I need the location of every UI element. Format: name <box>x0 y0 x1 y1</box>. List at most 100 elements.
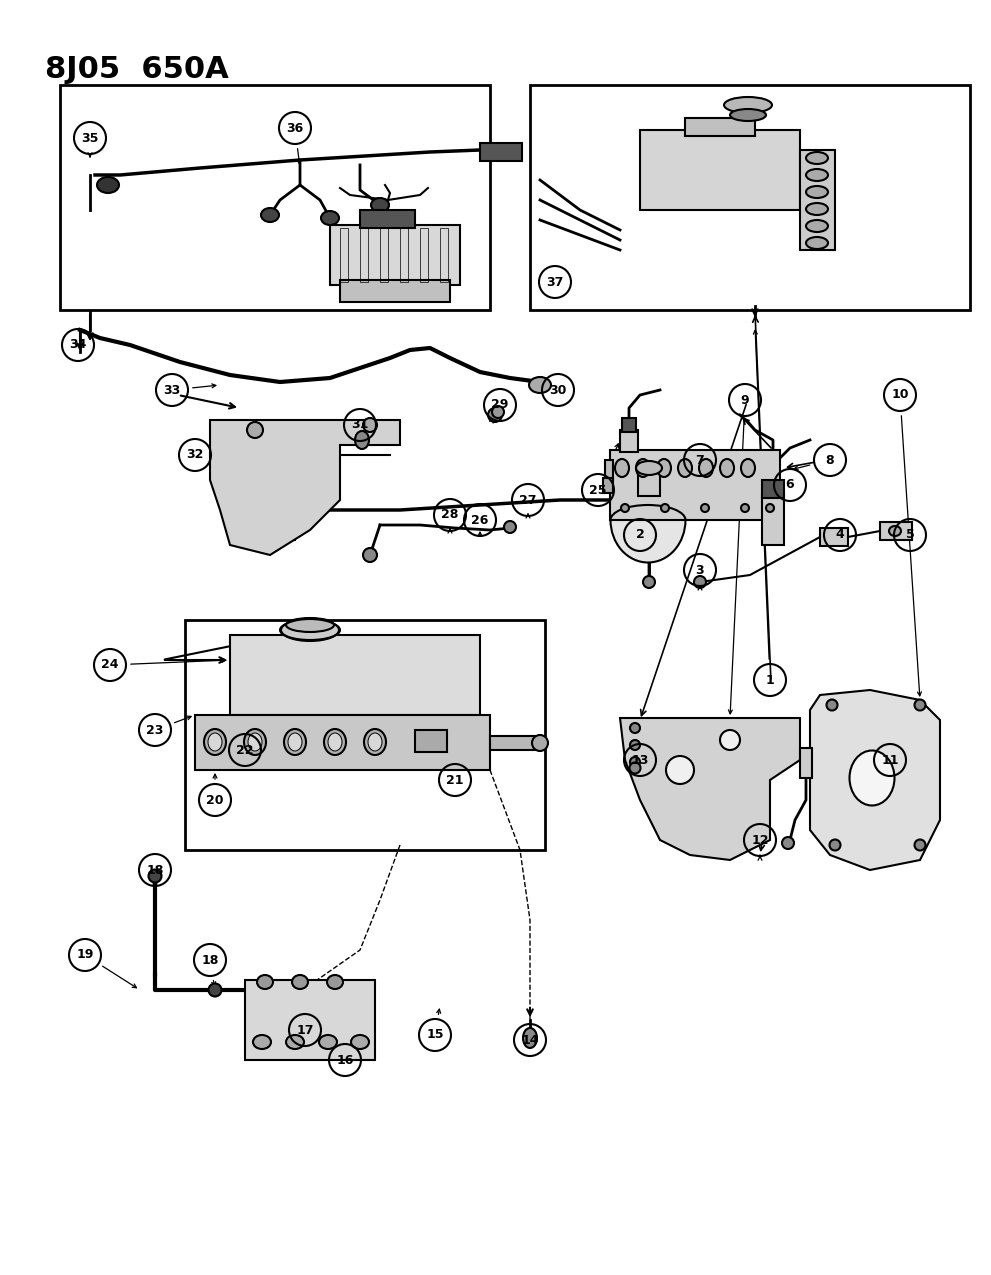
Bar <box>880 521 912 541</box>
Bar <box>638 468 660 496</box>
Ellipse shape <box>829 839 840 850</box>
Ellipse shape <box>363 418 377 432</box>
Bar <box>603 478 613 493</box>
Ellipse shape <box>284 729 306 755</box>
Ellipse shape <box>208 733 222 751</box>
Bar <box>762 495 784 544</box>
Bar <box>60 85 490 310</box>
Ellipse shape <box>636 459 650 477</box>
Text: 9: 9 <box>740 394 749 407</box>
Ellipse shape <box>766 504 774 513</box>
Bar <box>415 731 447 752</box>
Bar <box>340 280 450 302</box>
Text: 18: 18 <box>201 954 219 966</box>
Ellipse shape <box>286 1035 304 1049</box>
Ellipse shape <box>288 733 302 751</box>
Bar <box>622 418 636 432</box>
Bar <box>245 980 375 1060</box>
Bar <box>195 715 490 770</box>
Ellipse shape <box>97 177 119 193</box>
Ellipse shape <box>253 1035 271 1049</box>
Text: 20: 20 <box>206 793 224 807</box>
Ellipse shape <box>720 459 734 477</box>
Text: 22: 22 <box>236 743 254 756</box>
Text: 36: 36 <box>286 121 303 134</box>
Text: 34: 34 <box>69 338 86 352</box>
Text: 8J05  650A: 8J05 650A <box>45 55 229 84</box>
Text: 13: 13 <box>631 754 649 766</box>
Ellipse shape <box>915 700 926 710</box>
Bar <box>800 150 835 250</box>
Text: 5: 5 <box>906 529 915 542</box>
Bar <box>400 228 408 282</box>
Ellipse shape <box>889 527 901 535</box>
Bar <box>230 635 480 715</box>
Ellipse shape <box>610 478 686 562</box>
Text: 31: 31 <box>352 418 369 431</box>
Bar <box>340 228 348 282</box>
Ellipse shape <box>532 734 548 751</box>
Bar <box>360 228 368 282</box>
Text: 23: 23 <box>147 723 164 737</box>
Ellipse shape <box>321 210 339 224</box>
Bar <box>605 460 613 479</box>
Ellipse shape <box>149 870 162 882</box>
Ellipse shape <box>327 975 343 989</box>
Ellipse shape <box>364 729 386 755</box>
Ellipse shape <box>523 1028 537 1048</box>
Text: 11: 11 <box>881 754 899 766</box>
Bar <box>360 210 415 228</box>
Ellipse shape <box>328 733 342 751</box>
Text: 10: 10 <box>891 389 909 402</box>
Ellipse shape <box>244 729 266 755</box>
Bar <box>685 119 755 136</box>
Bar <box>490 736 540 750</box>
Text: 29: 29 <box>492 399 508 412</box>
Ellipse shape <box>701 504 709 513</box>
Text: 3: 3 <box>696 564 705 576</box>
Text: 30: 30 <box>549 384 567 397</box>
Text: 8: 8 <box>826 454 834 467</box>
Ellipse shape <box>806 152 828 164</box>
Ellipse shape <box>741 459 755 477</box>
Ellipse shape <box>629 762 640 774</box>
Ellipse shape <box>636 462 662 476</box>
Text: 17: 17 <box>296 1024 314 1037</box>
Bar <box>420 228 428 282</box>
Ellipse shape <box>257 975 273 989</box>
Ellipse shape <box>615 459 629 477</box>
Text: 37: 37 <box>546 275 564 288</box>
Ellipse shape <box>849 751 895 806</box>
Text: 32: 32 <box>186 449 204 462</box>
Ellipse shape <box>504 521 516 533</box>
Text: 19: 19 <box>76 949 94 961</box>
Ellipse shape <box>826 700 837 710</box>
Ellipse shape <box>806 186 828 198</box>
Bar <box>480 143 522 161</box>
Text: 33: 33 <box>164 384 180 397</box>
Bar <box>440 228 448 282</box>
Text: 24: 24 <box>101 658 119 672</box>
Bar <box>610 450 780 520</box>
Bar <box>185 620 545 850</box>
Text: 28: 28 <box>441 509 459 521</box>
Text: 7: 7 <box>696 454 705 467</box>
Ellipse shape <box>280 620 340 640</box>
Text: 35: 35 <box>81 131 99 144</box>
Bar <box>762 479 784 499</box>
Polygon shape <box>620 718 800 861</box>
Ellipse shape <box>678 459 692 477</box>
Ellipse shape <box>324 729 346 755</box>
Bar <box>800 748 812 778</box>
Text: 6: 6 <box>786 478 795 491</box>
Ellipse shape <box>730 108 766 121</box>
Ellipse shape <box>661 504 669 513</box>
Bar <box>620 430 638 453</box>
Ellipse shape <box>492 405 504 418</box>
Text: 4: 4 <box>835 529 844 542</box>
Ellipse shape <box>368 733 382 751</box>
Text: 14: 14 <box>521 1034 539 1047</box>
Ellipse shape <box>782 836 794 849</box>
Ellipse shape <box>806 170 828 181</box>
Ellipse shape <box>806 237 828 249</box>
